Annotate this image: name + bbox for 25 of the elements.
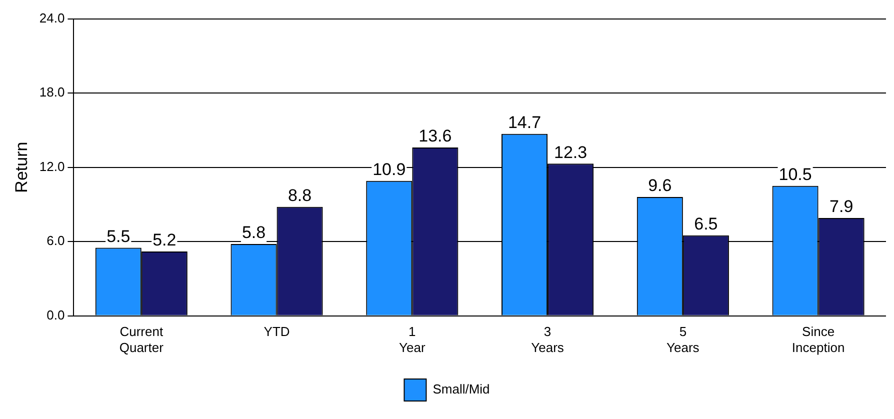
- data-label: 8.8: [288, 186, 312, 206]
- y-tick-label: 6.0: [46, 233, 65, 248]
- x-tick-label: 5 Years: [666, 324, 700, 355]
- data-label: 10.9: [372, 160, 406, 180]
- data-label: 5.8: [242, 223, 266, 242]
- data-label: 9.6: [648, 176, 672, 196]
- data-label: 13.6: [418, 126, 452, 146]
- data-label: 7.9: [830, 197, 854, 216]
- x-tick-label: YTD: [264, 324, 290, 340]
- x-tick-label: 3 Years: [531, 324, 564, 355]
- y-tick-label: 18.0: [39, 84, 65, 100]
- data-label: 5.2: [152, 230, 176, 250]
- legend-label: Small/Mid: [432, 382, 490, 397]
- x-tick-label: 1 Year: [399, 324, 426, 355]
- y-axis-title: Return: [12, 142, 31, 193]
- y-tick-label: 0.0: [46, 307, 65, 322]
- x-tick-label: Current Quarter: [119, 324, 164, 355]
- x-tick-label: Since Inception: [792, 324, 845, 355]
- data-label: 5.5: [106, 226, 130, 246]
- y-tick-label: 12.0: [39, 158, 65, 174]
- y-tick-label: 24.0: [39, 10, 65, 26]
- data-label: 14.7: [508, 113, 542, 132]
- data-label: 10.5: [778, 165, 812, 184]
- data-label: 6.5: [694, 214, 718, 234]
- data-label: 12.3: [554, 142, 588, 162]
